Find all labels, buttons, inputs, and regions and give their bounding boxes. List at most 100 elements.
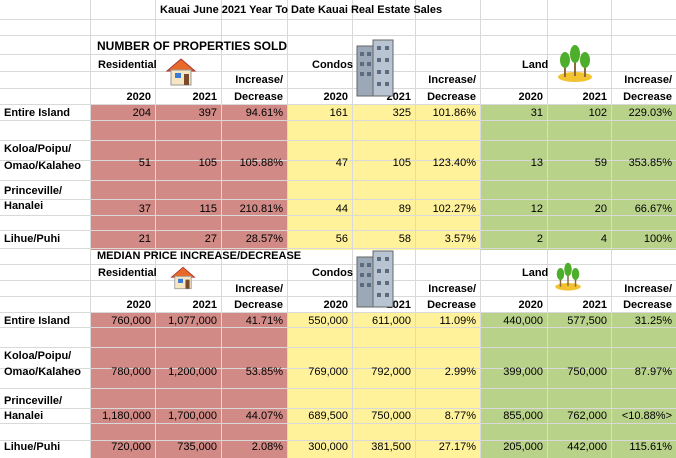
land-block-2 [480, 312, 676, 458]
trees-icon [558, 45, 592, 82]
land-decrease-1: Decrease [623, 91, 672, 103]
land-2020-2: 2020 [518, 299, 543, 311]
table-cell: 720,000 [111, 441, 151, 453]
table-cell: 210.81% [239, 203, 283, 215]
row-label: Entire Island [4, 107, 71, 119]
table-cell: 762,000 [567, 410, 607, 422]
condos-block-1 [287, 104, 480, 250]
table-cell: 58 [398, 233, 411, 245]
res-increase-label-1: Increase/ [235, 74, 283, 86]
table-cell: 325 [392, 107, 411, 119]
table-cell: 102.27% [432, 203, 476, 215]
section1-heading: NUMBER OF PROPERTIES SOLD [97, 39, 288, 53]
house-icon [165, 58, 197, 86]
table-cell: 780,000 [111, 366, 151, 378]
row-label: Lihue/Puhi [4, 233, 61, 245]
res-decrease-2: Decrease [234, 299, 283, 311]
table-cell: 20 [594, 203, 607, 215]
table-cell: 735,000 [177, 441, 217, 453]
land-increase-label-2: Increase/ [624, 283, 672, 295]
table-cell: 41.71% [245, 315, 283, 327]
row-label-line2: Hanalei [4, 410, 44, 422]
row-label: Entire Island [4, 315, 71, 327]
table-cell: 28.57% [245, 233, 283, 245]
residential-block-2 [90, 312, 287, 458]
land-2021-2: 2021 [582, 299, 607, 311]
table-cell: 2 [536, 233, 543, 245]
table-cell: 769,000 [308, 366, 348, 378]
table-cell: 101.86% [432, 107, 476, 119]
table-cell: <10.88%> [621, 410, 672, 422]
table-cell: 204 [132, 107, 151, 119]
table-cell: 123.40% [432, 157, 476, 169]
table-cell: 59 [594, 157, 607, 169]
con-2020-1: 2020 [323, 91, 348, 103]
section2-heading: MEDIAN PRICE INCREASE/DECREASE [97, 250, 302, 262]
condos-block-2 [287, 312, 480, 458]
residential-header-2: Residential [98, 267, 157, 279]
condos-header-1: Condos [312, 59, 353, 71]
land-increase-label-1: Increase/ [624, 74, 672, 86]
land-2020-1: 2020 [518, 91, 543, 103]
row-label-line2: Hanalei [4, 200, 44, 212]
table-cell: 115 [199, 203, 217, 215]
table-cell: 229.03% [628, 107, 672, 119]
res-2020-2: 2020 [126, 299, 151, 311]
table-cell: 2.08% [251, 441, 283, 453]
con-2020-2: 2020 [323, 299, 348, 311]
table-cell: 689,500 [308, 410, 348, 422]
table-cell: 381,500 [371, 441, 411, 453]
con-increase-label-2: Increase/ [428, 283, 476, 295]
row-label: Princeville/ [4, 185, 63, 197]
table-cell: 51 [138, 157, 151, 169]
table-cell: 66.67% [634, 203, 672, 215]
table-cell: 855,000 [503, 410, 543, 422]
table-cell: 1,200,000 [168, 366, 217, 378]
row-label: Koloa/Poipu/ [4, 350, 72, 362]
table-cell: 47 [335, 157, 348, 169]
table-cell: 161 [329, 107, 348, 119]
res-2020-1: 2020 [126, 91, 151, 103]
table-cell: 3.57% [444, 233, 476, 245]
table-cell: 353.85% [628, 157, 672, 169]
table-cell: 1,700,000 [168, 410, 217, 422]
con-decrease-2: Decrease [427, 299, 476, 311]
trees-icon [555, 262, 581, 291]
table-cell: 37 [138, 203, 151, 215]
table-cell: 12 [530, 203, 543, 215]
table-cell: 611,000 [372, 315, 411, 327]
land-header-1: Land [522, 59, 549, 71]
land-2021-1: 2021 [582, 91, 607, 103]
table-cell: 105.88% [239, 157, 283, 169]
table-cell: 750,000 [371, 410, 411, 422]
table-cell: 760,000 [111, 315, 151, 327]
table-cell: 56 [335, 233, 348, 245]
residential-header-1: Residential [98, 59, 157, 71]
table-cell: 792,000 [371, 366, 411, 378]
table-cell: 89 [398, 203, 411, 215]
res-increase-label-2: Increase/ [235, 283, 283, 295]
table-cell: 102 [588, 107, 607, 119]
table-cell: 550,000 [308, 315, 348, 327]
land-decrease-2: Decrease [623, 299, 672, 311]
table-cell: 31 [530, 107, 543, 119]
row-label: Princeville/ [4, 395, 63, 407]
table-cell: 27.17% [438, 441, 476, 453]
con-increase-label-1: Increase/ [428, 74, 476, 86]
table-cell: 31.25% [634, 315, 672, 327]
table-cell: 87.97% [634, 366, 672, 378]
table-cell: 100% [643, 233, 672, 245]
building-icon [356, 250, 394, 308]
table-cell: 115.61% [629, 441, 672, 453]
land-block-1 [480, 104, 676, 250]
con-decrease-1: Decrease [427, 91, 476, 103]
table-cell: 300,000 [308, 441, 348, 453]
row-label-line2: Omao/Kalaheo [4, 366, 82, 378]
table-cell: 4 [600, 233, 607, 245]
table-cell: 1,077,000 [168, 315, 217, 327]
res-2021-2: 2021 [192, 299, 217, 311]
table-cell: 11.09% [439, 315, 477, 327]
row-label: Koloa/Poipu/ [4, 143, 72, 155]
table-cell: 105 [198, 157, 217, 169]
